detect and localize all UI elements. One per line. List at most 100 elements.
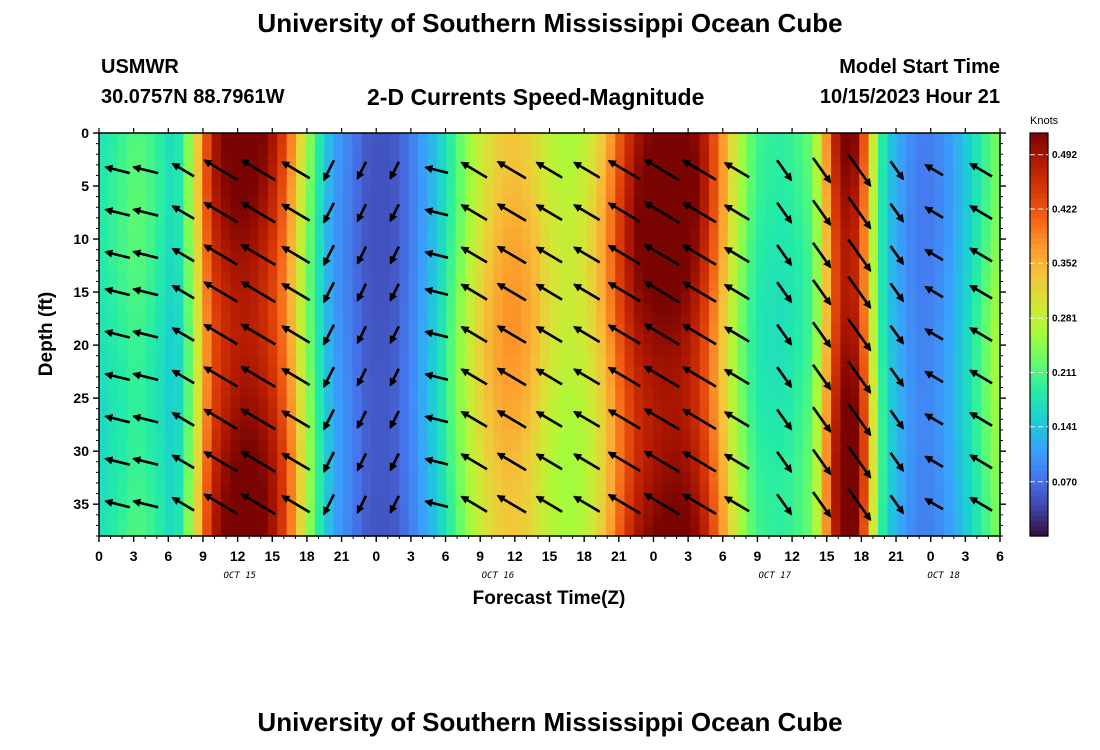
x-tick-label: 12 (784, 548, 800, 564)
heatmap-cell (361, 270, 372, 283)
heatmap-cell (145, 493, 156, 505)
heatmap-cell (765, 281, 776, 293)
heatmap-cell (887, 429, 898, 442)
heatmap-cell (474, 355, 485, 367)
heatmap-cell (596, 525, 607, 537)
heatmap-cell (727, 143, 738, 155)
heatmap-cell (943, 472, 954, 484)
heatmap-cell (821, 186, 832, 198)
heatmap-cell (192, 133, 203, 145)
heatmap-cell (831, 472, 842, 484)
heatmap-cell (746, 270, 757, 283)
heatmap-cell (305, 260, 316, 272)
heatmap-cell (924, 313, 935, 325)
heatmap-cell (587, 472, 598, 484)
heatmap-cell (737, 154, 748, 166)
heatmap-cell (549, 334, 560, 346)
heatmap-cell (427, 302, 438, 314)
heatmap-cell (755, 334, 766, 346)
heatmap-cell (662, 387, 673, 399)
current-vector-arrow (460, 283, 488, 301)
heatmap-cell (633, 387, 644, 399)
heatmap-cell (671, 429, 682, 442)
heatmap-cell (136, 451, 147, 463)
heatmap-cell (643, 345, 654, 357)
heatmap-cell (521, 334, 532, 346)
heatmap-cell (868, 514, 879, 526)
heatmap-cell (943, 323, 954, 336)
heatmap-cell (267, 143, 278, 155)
heatmap-cell (296, 451, 307, 463)
heatmap-cell (821, 493, 832, 505)
current-vector-arrow (572, 161, 601, 179)
heatmap-cell (446, 461, 457, 473)
heatmap-cell (615, 323, 626, 336)
heatmap-cell (784, 239, 795, 251)
heatmap-cell (465, 186, 476, 198)
heatmap-cell (915, 461, 926, 473)
heatmap-cell (333, 419, 344, 431)
heatmap-cell (558, 133, 569, 145)
heatmap-cell (943, 440, 954, 452)
heatmap-cell (286, 175, 297, 187)
heatmap-cell (521, 366, 532, 378)
heatmap-cell (258, 292, 269, 304)
heatmap-cell (258, 461, 269, 473)
heatmap-cell (99, 207, 109, 219)
heatmap-cell (671, 345, 682, 357)
heatmap-cell (924, 429, 935, 442)
colorbar-unit: Knots (1030, 115, 1059, 127)
heatmap-cell (164, 525, 175, 537)
heatmap-cell (727, 133, 738, 145)
heatmap-cell (690, 239, 701, 251)
colorbar-swatch (1030, 430, 1048, 436)
heatmap-cell (389, 345, 400, 357)
heatmap-cell (239, 334, 250, 346)
heatmap-cell (183, 451, 194, 463)
heatmap-cell (727, 292, 738, 304)
heatmap-cell (662, 419, 673, 431)
heatmap-cell (258, 302, 269, 314)
heatmap-cell (727, 186, 738, 198)
heatmap-cell (511, 440, 522, 452)
heatmap-cell (427, 228, 438, 240)
heatmap-cell (868, 419, 879, 431)
heatmap-cell (568, 154, 579, 166)
current-vector-arrow (460, 453, 488, 471)
heatmap-cell (117, 514, 128, 526)
heatmap-cell (662, 451, 673, 463)
heatmap-cell (305, 270, 316, 283)
colorbar-swatch (1030, 505, 1048, 512)
x-tick-label: 12 (507, 548, 523, 564)
heatmap-cell (174, 313, 185, 325)
heatmap-cell (286, 334, 297, 346)
heatmap-cell (643, 355, 654, 367)
heatmap-cell (155, 514, 166, 526)
heatmap-cell (465, 175, 476, 187)
heatmap-cell (793, 186, 804, 198)
heatmap-cell (943, 408, 954, 420)
heatmap-cell (990, 207, 1001, 219)
heatmap-cell (671, 334, 682, 346)
heatmap-cell (108, 429, 119, 442)
heatmap-cell (718, 302, 729, 314)
heatmap-cell (389, 175, 400, 187)
current-vector-arrow (572, 368, 601, 386)
heatmap-cell (690, 133, 701, 145)
heatmap-cell (408, 398, 419, 410)
heatmap-cell (333, 440, 344, 452)
heatmap-cell (324, 228, 335, 240)
heatmap-cell (624, 345, 635, 357)
heatmap-cell (333, 376, 344, 389)
heatmap-cell (981, 376, 992, 389)
heatmap-cell (765, 196, 776, 208)
heatmap-cell (408, 228, 419, 240)
heatmap-cell (418, 154, 429, 166)
heatmap-cell (511, 186, 522, 198)
heatmap-cell (493, 440, 504, 452)
current-vector-arrow (847, 487, 872, 522)
heatmap-cell (709, 281, 720, 293)
heatmap-cell (953, 482, 964, 495)
heatmap-cell (202, 207, 213, 219)
heatmap-cell (221, 398, 231, 410)
